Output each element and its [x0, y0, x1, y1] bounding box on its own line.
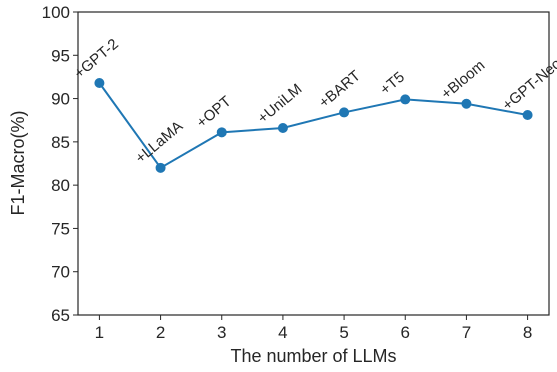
x-tick-label: 8 — [523, 323, 532, 342]
x-tick-label: 4 — [278, 323, 287, 342]
y-tick-label: 65 — [51, 306, 70, 325]
series-group: +GPT-2+LLaMA+OPT +UniLM +BART +T5 +Bloom +GPT… — [71, 36, 557, 173]
x-tick-label: 7 — [462, 323, 471, 342]
data-point — [277, 123, 288, 134]
axis-ticks: 1 2 3 4 5 6 7 8 65 70 75 80 85 90 95 100 — [42, 3, 533, 342]
x-tick-label: 3 — [217, 323, 226, 342]
plot-frame — [77, 11, 550, 316]
y-tick-label: 75 — [51, 219, 70, 238]
point-label: +OPT — [193, 93, 234, 131]
data-point — [461, 98, 472, 109]
y-tick-label: 85 — [51, 133, 70, 152]
y-tick-label: 90 — [51, 90, 70, 109]
y-tick-label: 70 — [51, 263, 70, 282]
data-point — [216, 127, 227, 138]
point-label: +T5 — [377, 69, 408, 99]
data-point — [155, 162, 166, 173]
x-tick-label: 1 — [95, 323, 104, 342]
point-label: +LLaMA — [132, 118, 186, 167]
data-point — [522, 110, 533, 121]
x-tick-label: 6 — [401, 323, 410, 342]
data-point — [339, 107, 350, 118]
point-label: +GPT-2 — [71, 36, 122, 83]
point-label: +GPT-Neo — [499, 55, 557, 114]
y-tick-label: 95 — [51, 46, 70, 65]
x-tick-label: 5 — [339, 323, 348, 342]
point-label: +BART — [316, 67, 364, 111]
y-tick-label: 80 — [51, 176, 70, 195]
point-label: +UniLM — [255, 81, 306, 128]
x-tick-label: 2 — [156, 323, 165, 342]
series-line — [98, 82, 528, 170]
data-point — [400, 94, 411, 105]
data-point — [94, 77, 105, 88]
x-axis-title: The number of LLMs — [230, 346, 396, 366]
y-axis-title: F1-Macro(%) — [8, 110, 28, 215]
point-label: +Bloom — [438, 57, 488, 103]
y-tick-label: 100 — [42, 3, 70, 22]
